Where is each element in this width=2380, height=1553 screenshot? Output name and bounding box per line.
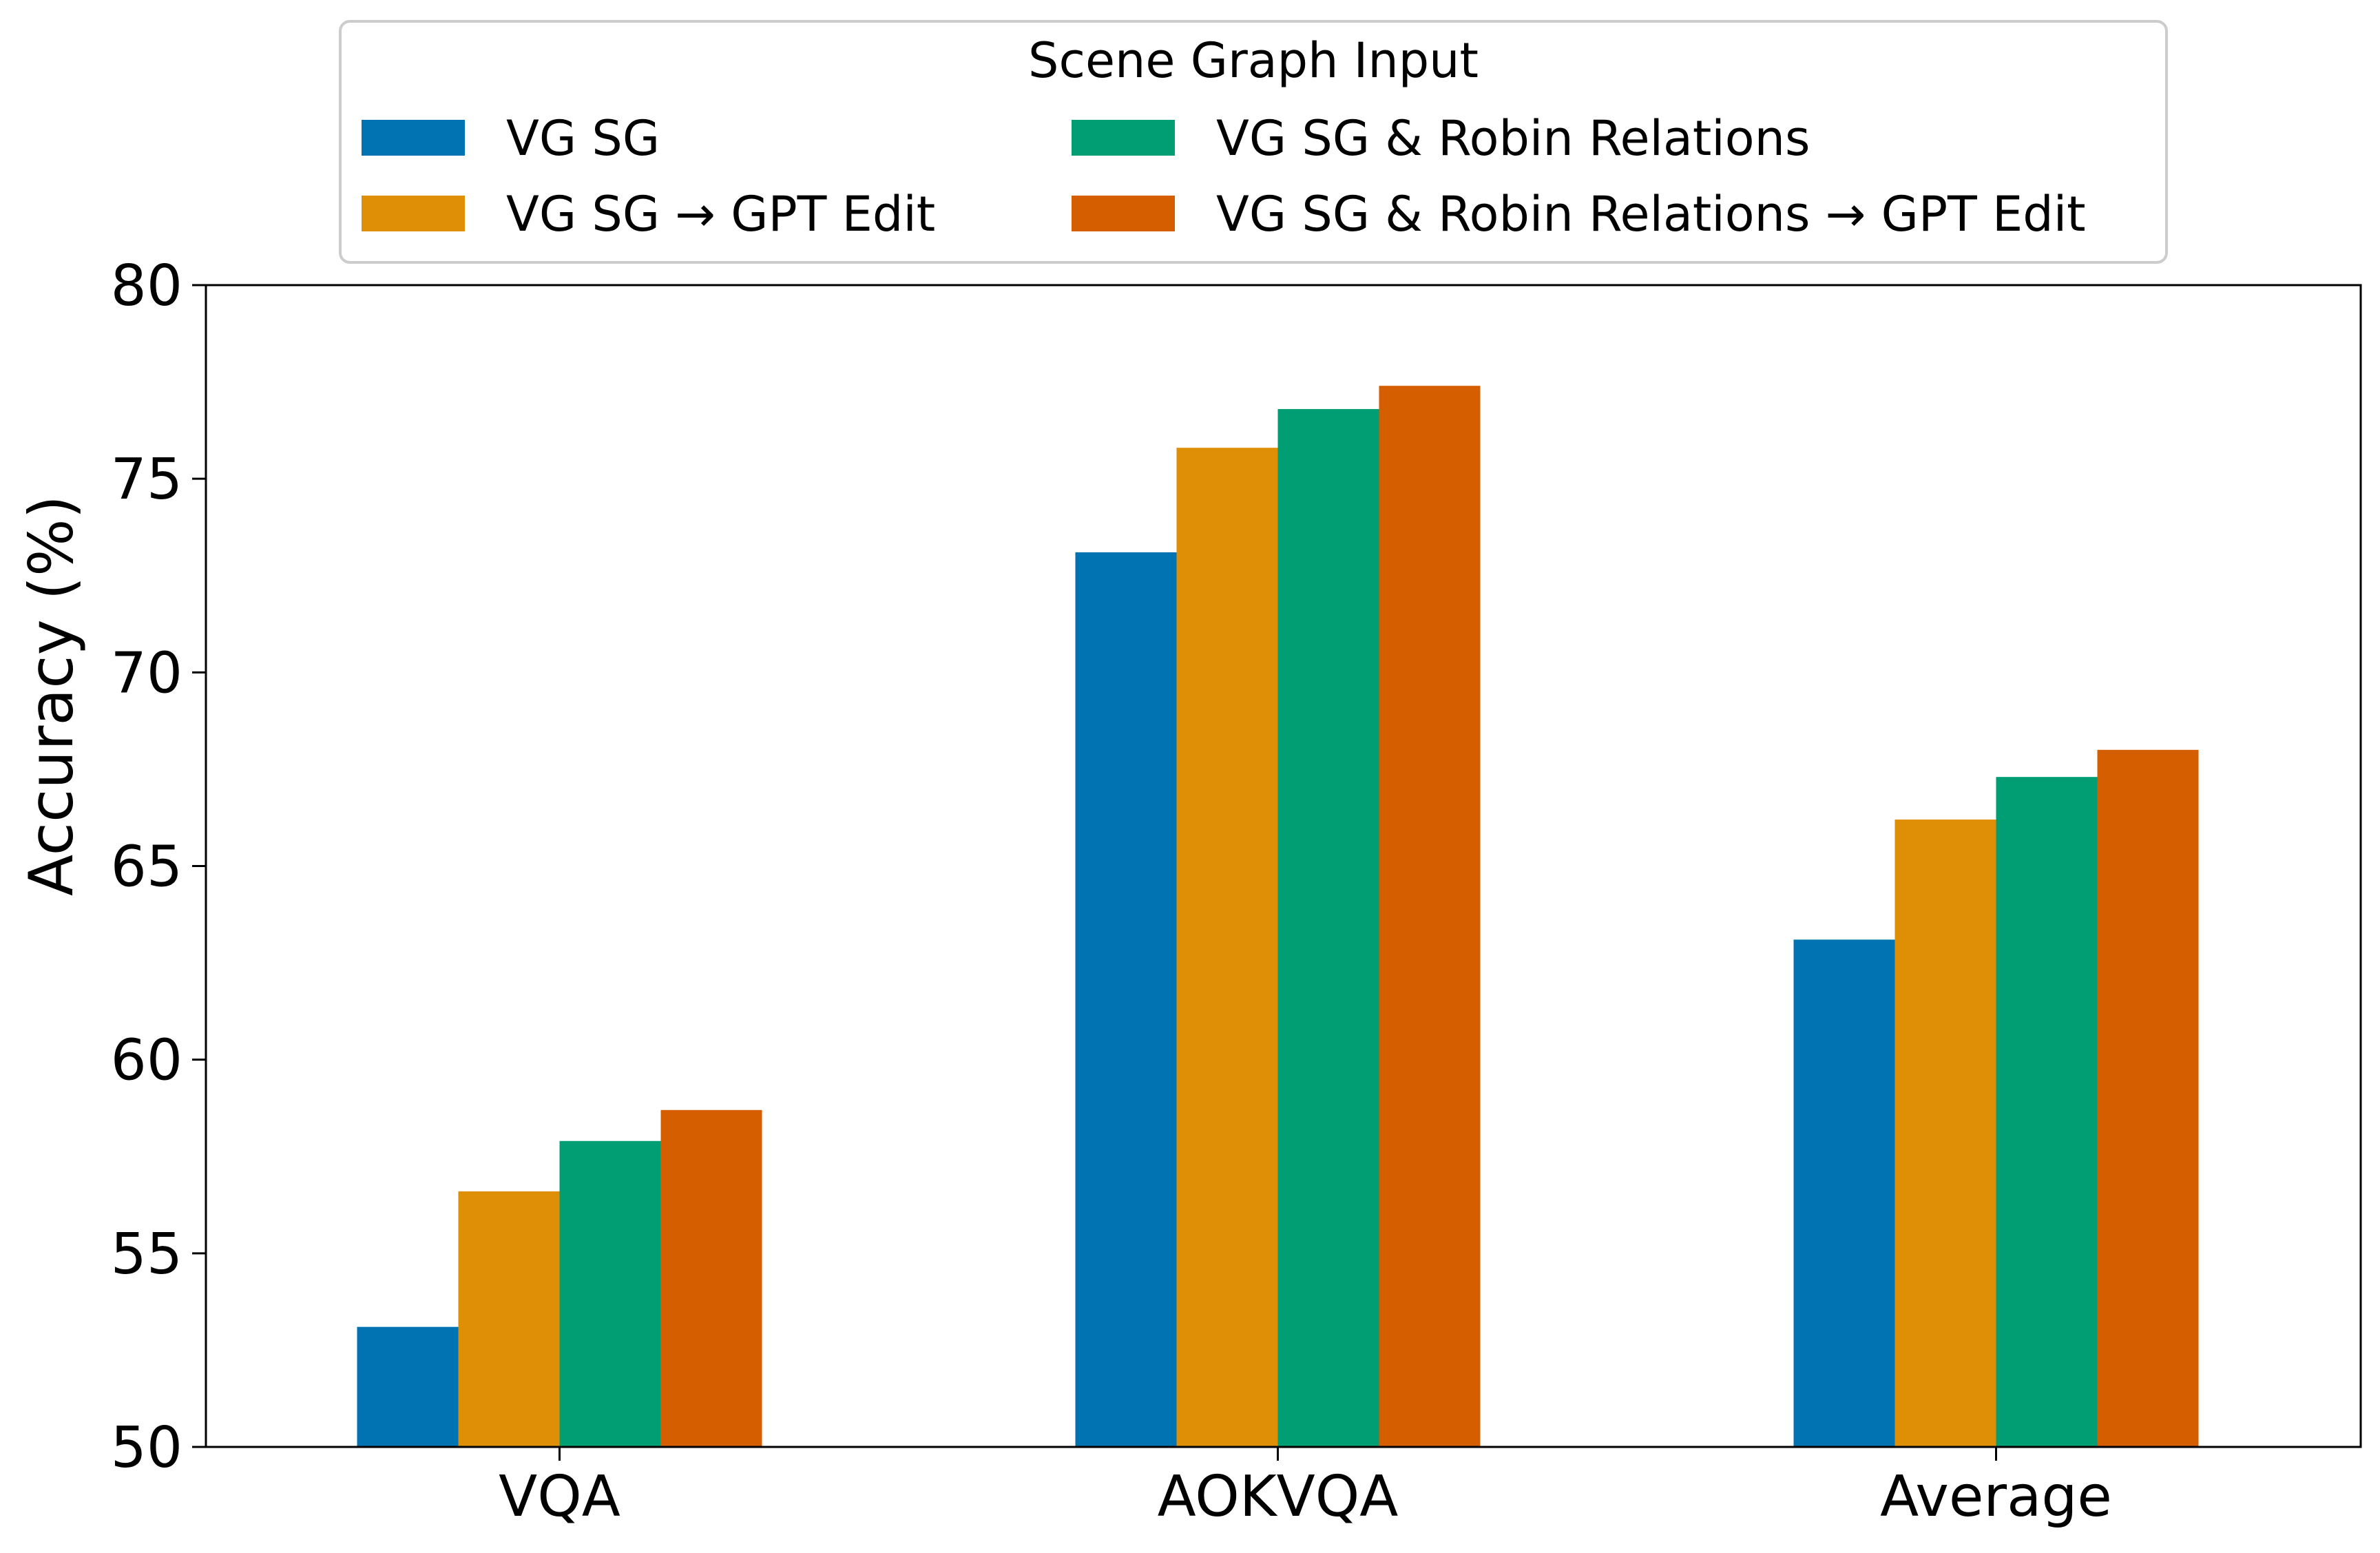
y-tick-label: 65 bbox=[111, 835, 182, 900]
y-tick-label: 80 bbox=[111, 253, 182, 319]
bar-aokvqa-series-4 bbox=[1379, 386, 1481, 1447]
bar-aokvqa-series-3 bbox=[1277, 408, 1379, 1447]
legend-label-2: VG SG → GPT Edit bbox=[506, 186, 935, 242]
legend-swatch-3 bbox=[1072, 120, 1175, 156]
bar-average-series-3 bbox=[1996, 777, 2098, 1447]
bar-vqa-series-3 bbox=[559, 1140, 661, 1447]
bar-vqa-series-4 bbox=[660, 1109, 762, 1447]
bar-aokvqa-series-1 bbox=[1075, 552, 1177, 1447]
y-axis-ticks: 50 55 60 65 70 75 80 bbox=[111, 253, 206, 1481]
y-tick-label: 60 bbox=[111, 1028, 182, 1094]
legend-swatch-4 bbox=[1072, 196, 1175, 231]
bar-average-series-1 bbox=[1793, 939, 1895, 1447]
legend-entries: VG SG VG SG → GPT Edit VG SG & Robin Relat… bbox=[362, 110, 2086, 242]
x-axis-ticks: VQA AOKVQA Average bbox=[499, 1447, 2112, 1530]
bar-vqa-series-2 bbox=[458, 1191, 560, 1447]
y-tick-label: 55 bbox=[111, 1222, 182, 1287]
bar-vqa-series-1 bbox=[357, 1326, 459, 1447]
x-tick-label: VQA bbox=[499, 1464, 620, 1530]
legend-swatch-1 bbox=[362, 120, 465, 156]
y-tick-label: 50 bbox=[111, 1415, 182, 1481]
x-tick-label: Average bbox=[1880, 1464, 2112, 1530]
legend-frame bbox=[339, 20, 2168, 264]
legend-label-1: VG SG bbox=[506, 110, 660, 167]
bar-aokvqa-series-2 bbox=[1176, 448, 1278, 1448]
legend-title: Scene Graph Input bbox=[1028, 32, 1479, 89]
plot-frame bbox=[205, 284, 2362, 1448]
bar-average-series-4 bbox=[2097, 749, 2199, 1447]
bar-average-series-2 bbox=[1894, 820, 1996, 1447]
x-tick-label: AOKVQA bbox=[1158, 1464, 1399, 1530]
y-tick-label: 70 bbox=[111, 640, 182, 706]
legend-swatch-2 bbox=[362, 196, 465, 231]
y-axis-title: Accuracy (%) bbox=[16, 495, 87, 896]
legend-label-3: VG SG & Robin Relations bbox=[1216, 110, 1810, 167]
legend-label-4: VG SG & Robin Relations → GPT Edit bbox=[1216, 186, 2086, 242]
y-tick-label: 75 bbox=[111, 447, 182, 512]
bars bbox=[357, 386, 2199, 1448]
